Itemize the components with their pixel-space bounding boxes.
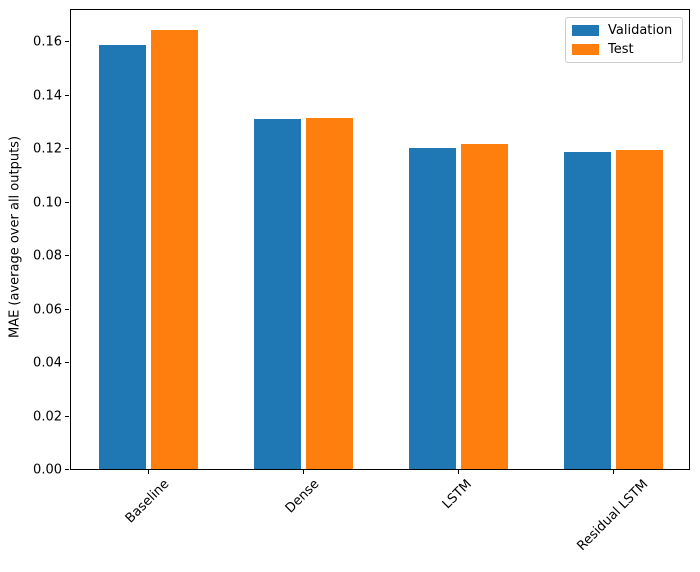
y-tick-label: 0.14 [33, 88, 62, 104]
y-tick-label: 0.02 [33, 409, 62, 425]
bar-validation-lstm [408, 148, 456, 469]
plot-area [70, 9, 690, 470]
bar-validation-baseline [98, 44, 146, 469]
y-tick-mark [65, 308, 69, 310]
y-tick-mark [65, 415, 69, 417]
bar-test-residual-lstm [616, 149, 664, 469]
bar-validation-residual-lstm [563, 152, 611, 469]
x-tick-mark [458, 470, 459, 474]
legend-swatch-validation [572, 25, 599, 36]
x-tick-label-dense: Dense [282, 476, 323, 517]
x-tick-mark [303, 470, 304, 474]
legend-item-validation: Validation [572, 23, 675, 38]
y-tick-mark [65, 469, 69, 470]
x-tick-mark [148, 470, 149, 474]
y-tick-label: 0.16 [33, 34, 62, 50]
bar-test-dense [306, 118, 354, 469]
y-tick-mark [65, 148, 69, 150]
x-tick-mark [613, 470, 614, 474]
x-tick-label-residual-lstm: Residual LSTM [573, 477, 651, 554]
y-tick-mark [65, 255, 69, 257]
legend-item-test: Test [572, 42, 675, 57]
legend-label-validation: Validation [608, 23, 673, 38]
y-tick-label: 0.10 [33, 195, 62, 211]
x-tick-label-baseline: Baseline [122, 476, 173, 527]
bar-test-baseline [151, 30, 199, 469]
legend-label-test: Test [608, 42, 634, 57]
x-tick-label-lstm: LSTM [439, 477, 475, 513]
y-tick-label: 0.00 [33, 462, 62, 478]
y-tick-label: 0.06 [33, 302, 62, 318]
bar-test-lstm [461, 144, 509, 469]
y-tick-label: 0.12 [33, 141, 62, 157]
y-tick-mark [65, 41, 69, 43]
y-tick-mark [65, 201, 69, 203]
legend-swatch-test [572, 44, 599, 55]
y-tick-mark [65, 362, 69, 364]
bar-validation-dense [253, 119, 301, 469]
y-tick-label: 0.04 [33, 355, 62, 371]
legend: Validation Test [565, 17, 683, 63]
y-tick-label: 0.08 [33, 248, 62, 264]
y-tick-mark [65, 94, 69, 96]
